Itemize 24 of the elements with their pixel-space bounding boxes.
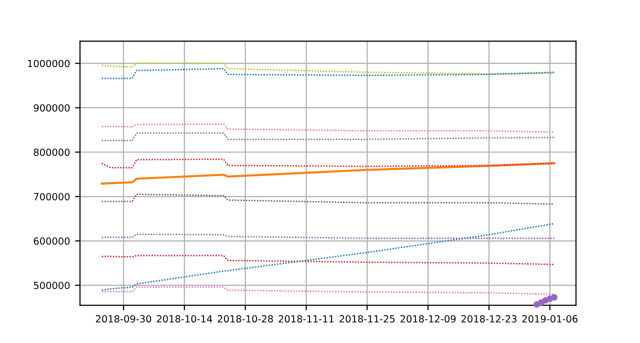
- x-tick-label: 2018-11-11: [278, 315, 334, 323]
- y-tick-label: 600000: [34, 237, 70, 245]
- line-series: [101, 68, 555, 80]
- line-series: [101, 158, 555, 168]
- x-tick-label: 2018-11-25: [340, 315, 395, 323]
- x-tick-label: 2018-09-30: [96, 315, 152, 323]
- y-tick-label: 900000: [34, 104, 70, 112]
- line-series: [101, 123, 555, 133]
- x-tick-label: 2018-12-09: [400, 315, 456, 323]
- line-series: [101, 194, 555, 205]
- point: [550, 294, 558, 301]
- y-tick-label: 500000: [34, 282, 70, 290]
- y-tick-label: 1000000: [28, 60, 70, 68]
- y-tick-label: 800000: [34, 148, 70, 156]
- line-series: [101, 62, 555, 75]
- y-tick-label: 700000: [34, 192, 70, 200]
- line-series: [100, 162, 556, 185]
- x-tick-label: 2018-10-14: [156, 315, 212, 323]
- x-tick-label: 2018-10-28: [218, 315, 273, 323]
- line-series: [101, 132, 555, 142]
- line-series: [101, 222, 555, 291]
- line-series: [101, 254, 555, 266]
- x-tick-label: 2019-01-06: [522, 315, 578, 323]
- x-tick-label: 2018-12-23: [461, 315, 516, 323]
